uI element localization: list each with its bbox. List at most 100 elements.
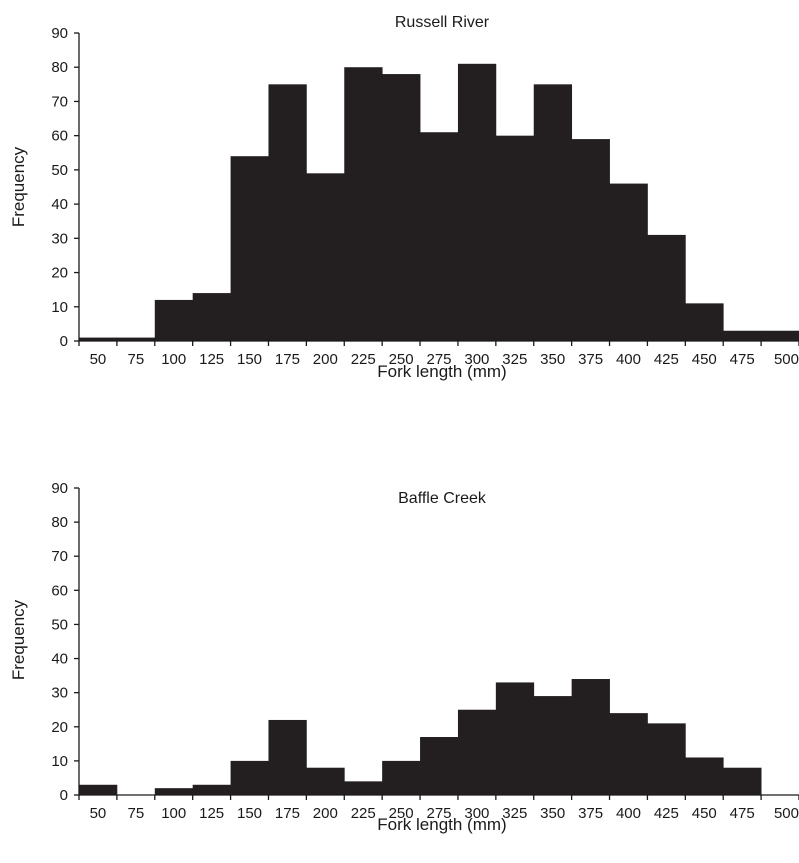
y-tick-group: 0 10 20 30 40 50 60 70 80 90 (51, 25, 79, 350)
bar-125 (192, 293, 231, 341)
y-tick-label: 40 (51, 651, 68, 668)
x-tick-label: 75 (127, 351, 144, 368)
x-tick-label: 450 (692, 805, 717, 822)
x-tick-group: 50 75 100 125 150 175 200 225 250 275 300 325 350 375… (78, 795, 799, 822)
bar-150 (230, 156, 269, 341)
y-tick-label: 80 (51, 59, 68, 76)
chart-title: Russell River (395, 14, 490, 31)
bar-375 (571, 679, 610, 795)
bar-300 (457, 63, 497, 342)
x-tick-label: 125 (199, 351, 224, 368)
bar-325 (495, 135, 535, 341)
y-tick-label: 50 (51, 162, 68, 179)
bar-200 (306, 767, 345, 795)
x-tick-label: 350 (540, 805, 565, 822)
x-axis-title: Fork length (mm) (377, 815, 506, 834)
x-tick-label: 50 (90, 805, 107, 822)
x-tick-label: 200 (313, 805, 338, 822)
x-tick-label: 300 (464, 805, 489, 822)
x-tick-label: 225 (351, 351, 376, 368)
bar-375 (571, 139, 610, 341)
x-tick-label: 500 (774, 351, 799, 368)
x-tick-label: 250 (389, 805, 414, 822)
bar-225 (344, 67, 383, 341)
x-axis-title: Fork length (mm) (377, 362, 506, 381)
y-tick-label: 40 (51, 196, 68, 213)
x-tick-label: 425 (654, 351, 679, 368)
y-tick-label: 90 (51, 480, 68, 497)
x-tick-label: 350 (540, 351, 565, 368)
bar-75 (116, 337, 156, 341)
bar-group (79, 679, 762, 795)
x-tick-label: 50 (90, 351, 107, 368)
y-tick-label: 80 (51, 514, 68, 531)
bar-225 (344, 781, 383, 795)
x-tick-group: 50 75 100 125 150 175 200 225 250 275 300 325 350 375… (78, 341, 799, 368)
y-tick-group: 0 10 20 30 40 50 60 70 80 90 (51, 480, 79, 804)
x-tick-label: 275 (426, 805, 451, 822)
x-tick-label: 425 (654, 805, 679, 822)
x-tick-label: 400 (616, 351, 641, 368)
y-tick-label: 30 (51, 685, 68, 702)
y-tick-label: 60 (51, 582, 68, 599)
x-tick-label: 375 (578, 805, 603, 822)
bar-425 (647, 234, 686, 341)
y-tick-label: 20 (51, 265, 68, 282)
bar-350 (533, 84, 573, 341)
bar-100 (154, 299, 194, 341)
bar-325 (495, 682, 535, 795)
x-tick-label: 325 (502, 805, 527, 822)
x-tick-label: 400 (616, 805, 641, 822)
y-tick-label: 30 (51, 230, 68, 247)
bar-250 (382, 74, 421, 341)
x-tick-label: 175 (275, 351, 300, 368)
bar-275 (420, 737, 459, 795)
x-tick-label: 475 (730, 351, 755, 368)
x-tick-label: 75 (127, 805, 144, 822)
bar-125 (192, 784, 231, 795)
bar-500 (761, 330, 799, 341)
y-tick-label: 70 (51, 548, 68, 565)
bar-175 (268, 719, 307, 795)
bar-50 (79, 784, 118, 795)
x-tick-label: 275 (426, 351, 451, 368)
x-tick-label: 150 (237, 805, 262, 822)
x-tick-label: 300 (464, 351, 489, 368)
y-axis-title: Frequency (9, 146, 28, 227)
y-tick-label: 10 (51, 299, 68, 316)
y-tick-label: 60 (51, 128, 68, 145)
y-tick-label: 90 (51, 25, 68, 42)
bar-group (79, 63, 799, 342)
x-tick-label: 325 (502, 351, 527, 368)
x-tick-label: 225 (351, 805, 376, 822)
x-tick-label: 100 (161, 351, 186, 368)
bar-475 (723, 767, 762, 795)
bar-100 (154, 788, 194, 795)
bar-400 (609, 713, 648, 795)
x-tick-label: 475 (730, 805, 755, 822)
bar-400 (609, 183, 648, 341)
y-tick-label: 70 (51, 93, 68, 110)
bar-450 (685, 757, 724, 795)
x-tick-label: 125 (199, 805, 224, 822)
x-tick-label: 500 (774, 805, 799, 822)
bar-275 (420, 132, 459, 341)
chart-title: Baffle Creek (398, 490, 487, 507)
x-tick-label: 100 (161, 805, 186, 822)
y-tick-label: 10 (51, 753, 68, 770)
bar-175 (268, 84, 307, 341)
y-tick-label: 0 (60, 787, 68, 804)
bar-350 (533, 696, 573, 795)
bar-300 (457, 709, 497, 795)
x-tick-label: 150 (237, 351, 262, 368)
bar-475 (723, 330, 762, 341)
y-tick-label: 20 (51, 719, 68, 736)
x-tick-label: 250 (389, 351, 414, 368)
bar-200 (306, 173, 345, 341)
bar-250 (382, 760, 421, 795)
x-tick-label: 175 (275, 805, 300, 822)
bar-50 (79, 337, 118, 341)
bar-450 (685, 303, 724, 341)
y-axis-title: Frequency (9, 599, 28, 680)
